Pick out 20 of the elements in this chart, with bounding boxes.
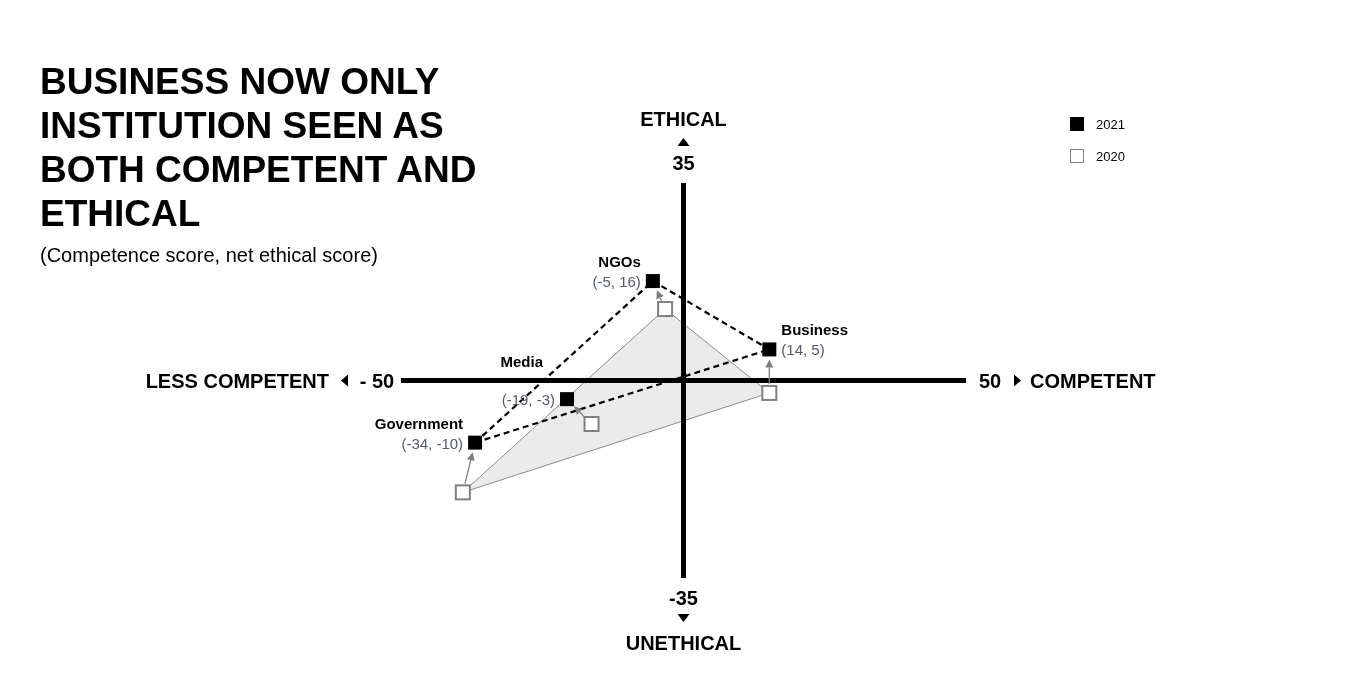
x-tick-label: 50 bbox=[978, 369, 1002, 392]
text: UNETHICAL bbox=[625, 632, 742, 654]
legend-label: 2021 bbox=[1096, 116, 1125, 132]
text: (Competence score, net ethical score) bbox=[40, 244, 378, 267]
annotation: Government bbox=[374, 414, 464, 432]
y-tick-label: -35 bbox=[669, 587, 698, 609]
annotation: Business bbox=[781, 321, 849, 339]
text: LESS COMPETENT bbox=[145, 369, 329, 392]
chart-title: BUSINESS NOW ONLY INSTITUTION SEEN AS BOTH COMPETENT AND ETHICAL bbox=[40, 60, 478, 236]
annotation: NGOs bbox=[598, 253, 641, 271]
y-tick-label: 35 bbox=[672, 152, 695, 174]
data-label: (-34, -10) bbox=[401, 434, 464, 452]
data-label: (14, 5) bbox=[781, 341, 825, 359]
annotation: Media bbox=[500, 353, 544, 371]
x-axis-title: COMPETENT bbox=[1030, 369, 1156, 392]
data-label: (-19, -3) bbox=[501, 391, 556, 409]
data-label: (-5, 16) bbox=[592, 273, 641, 291]
legend-label: 2020 bbox=[1096, 148, 1125, 164]
y-axis-title: ETHICAL bbox=[640, 108, 727, 130]
x-tick-label: - 50 bbox=[359, 369, 395, 392]
